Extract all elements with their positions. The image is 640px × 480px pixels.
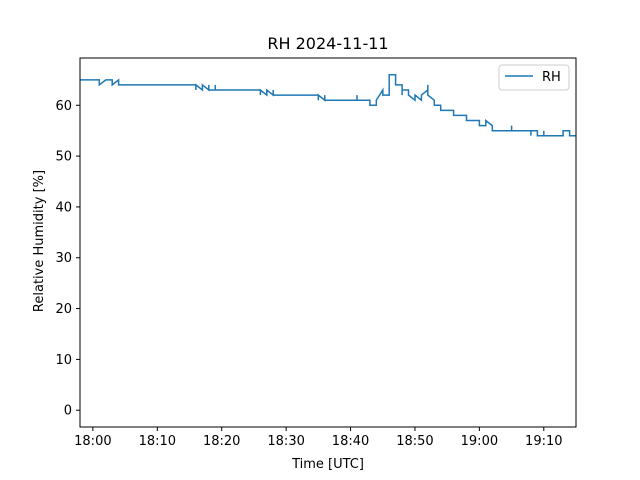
y-axis-label: Relative Humidity [%] (32, 170, 47, 312)
x-tick-label: 18:10 (139, 434, 176, 449)
y-tick-label: 0 (64, 404, 72, 419)
x-tick-label: 18:00 (74, 434, 111, 449)
x-tick-label: 18:50 (396, 434, 433, 449)
axes-frame (79, 57, 577, 428)
y-tick-label: 30 (55, 251, 72, 266)
x-tick-label: 18:20 (203, 434, 240, 449)
x-tick-label: 19:00 (461, 434, 498, 449)
y-tick-label: 60 (55, 99, 72, 114)
legend: RH (498, 64, 570, 91)
y-tick-label: 50 (55, 150, 72, 165)
y-tick-label: 10 (55, 353, 72, 368)
x-axis-label: Time [UTC] (291, 457, 364, 472)
plot-area: 18:00 18:10 18:20 18:30 18:40 18:50 19:00 19:10… (55, 57, 577, 449)
y-tick-label: 20 (55, 302, 72, 317)
legend-rh-label: RH (542, 70, 561, 85)
chart-title: RH 2024-11-11 (267, 34, 388, 53)
x-tick-label: 19:10 (525, 434, 562, 449)
series-line-rh (80, 74, 576, 137)
legend-box (498, 64, 570, 91)
x-tick-label: 18:40 (332, 434, 369, 449)
y-tick-label: 40 (55, 200, 72, 215)
x-tick-label: 18:30 (267, 434, 304, 449)
